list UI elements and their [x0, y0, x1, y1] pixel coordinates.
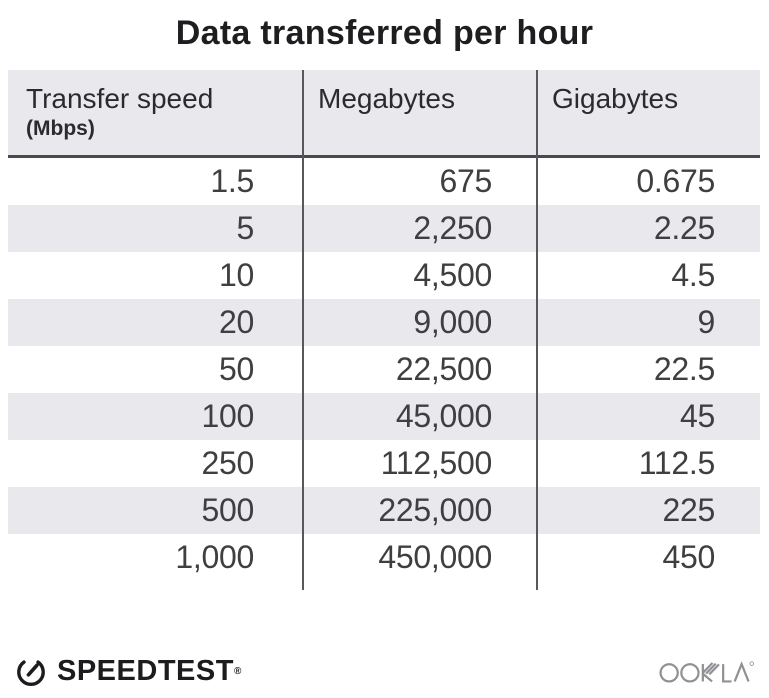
cell-gigabytes: 450 [662, 539, 716, 575]
cell-gigabytes: 0.675 [636, 163, 715, 199]
cell-megabytes: 45,000 [395, 398, 492, 434]
header-gigabytes-label: Gigabytes [552, 83, 679, 114]
cell-speed: 5 [236, 210, 255, 246]
header-transfer-speed: Transfer speed (Mbps) [8, 70, 303, 155]
cell-gigabytes: 22.5 [653, 351, 715, 387]
cell-speed: 250 [201, 445, 255, 481]
speedtest-gauge-icon [14, 654, 48, 688]
cell-gigabytes: 2.25 [653, 210, 715, 246]
footer: SPEEDTEST® [0, 648, 769, 698]
cell-megabytes: 9,000 [413, 304, 492, 340]
cell-speed: 1,000 [175, 539, 254, 575]
ookla-logo [659, 657, 755, 685]
table-row: 1,000 450,000 450 [8, 534, 760, 581]
cell-megabytes: 225,000 [378, 492, 492, 528]
cell-speed: 100 [201, 398, 255, 434]
ookla-wordmark-icon [659, 657, 755, 685]
cell-gigabytes: 112.5 [638, 445, 716, 481]
cell-megabytes: 2,250 [413, 210, 492, 246]
cell-gigabytes: 9 [697, 304, 716, 340]
cell-speed: 1.5 [210, 163, 254, 199]
cell-megabytes: 450,000 [378, 539, 492, 575]
cell-speed: 50 [219, 351, 254, 387]
table-row: 100 45,000 45 [8, 393, 760, 440]
column-divider-2 [536, 70, 538, 590]
table-row: 1.5 675 0.675 [8, 158, 760, 205]
column-divider-1 [302, 70, 304, 590]
table-row: 250 112,500 112.5 [8, 440, 760, 487]
table-header-row: Transfer speed (Mbps) Megabytes Gigabyte… [8, 70, 760, 158]
table-row: 500 225,000 225 [8, 487, 760, 534]
header-megabytes-label: Megabytes [318, 83, 455, 114]
header-transfer-speed-label: Transfer speed [26, 83, 214, 114]
table-row: 50 22,500 22.5 [8, 346, 760, 393]
data-table: Transfer speed (Mbps) Megabytes Gigabyte… [8, 70, 760, 590]
page-title: Data transferred per hour [175, 14, 594, 52]
table-row: 5 2,250 2.25 [8, 205, 760, 252]
speedtest-logo: SPEEDTEST® [14, 654, 242, 688]
cell-megabytes: 112,500 [380, 445, 493, 481]
header-gigabytes: Gigabytes [537, 70, 760, 155]
cell-speed: 20 [219, 304, 254, 340]
cell-speed: 500 [201, 492, 255, 528]
speedtest-trademark: ® [233, 666, 242, 677]
cell-gigabytes: 4.5 [671, 257, 715, 293]
cell-megabytes: 675 [439, 163, 493, 199]
cell-speed: 10 [219, 257, 254, 293]
cell-megabytes: 4,500 [413, 257, 492, 293]
table-row: 20 9,000 9 [8, 299, 760, 346]
table-body: 1.5 675 0.675 5 2,250 2.25 10 4,500 4.5 … [8, 158, 760, 581]
cell-megabytes: 22,500 [395, 351, 492, 387]
header-mbps-sublabel: (Mbps) [26, 117, 95, 140]
cell-gigabytes: 225 [662, 492, 716, 528]
cell-gigabytes: 45 [680, 398, 715, 434]
header-megabytes: Megabytes [303, 70, 537, 155]
speedtest-wordmark: SPEEDTEST® [57, 655, 242, 687]
table-row: 10 4,500 4.5 [8, 252, 760, 299]
